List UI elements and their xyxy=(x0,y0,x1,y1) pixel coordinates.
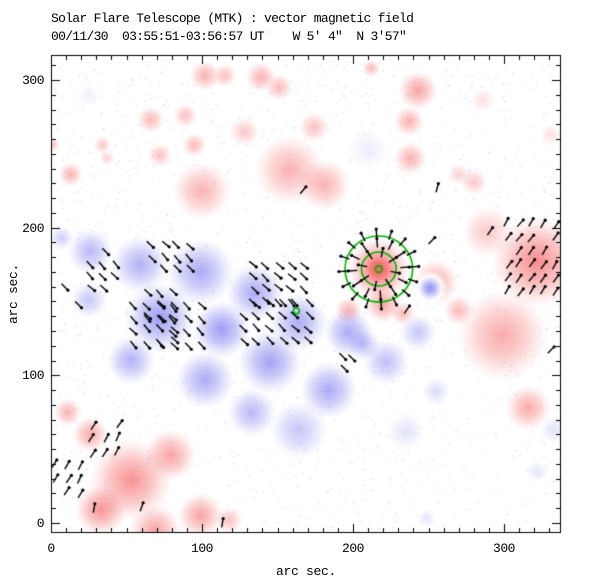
x-tick-label: 100 xyxy=(191,541,213,556)
y-tick-label: 300 xyxy=(22,72,44,88)
x-tick-label: 0 xyxy=(47,541,55,556)
x-tick-label: 200 xyxy=(342,541,364,556)
y-tick-label: 200 xyxy=(22,220,44,236)
y-axis-label: arc sec. xyxy=(6,263,21,325)
x-tick-label: 300 xyxy=(493,541,515,556)
x-axis-label: arc sec. xyxy=(275,564,337,579)
figure-subtitle-datetime: 00/11/30 03:55:51-03:56:57 UT W 5' 4" N … xyxy=(51,29,407,44)
y-tick-label: 0 xyxy=(36,516,45,531)
y-tick-label: 100 xyxy=(22,368,44,384)
figure-title: Solar Flare Telescope (MTK) : vector mag… xyxy=(51,11,414,26)
